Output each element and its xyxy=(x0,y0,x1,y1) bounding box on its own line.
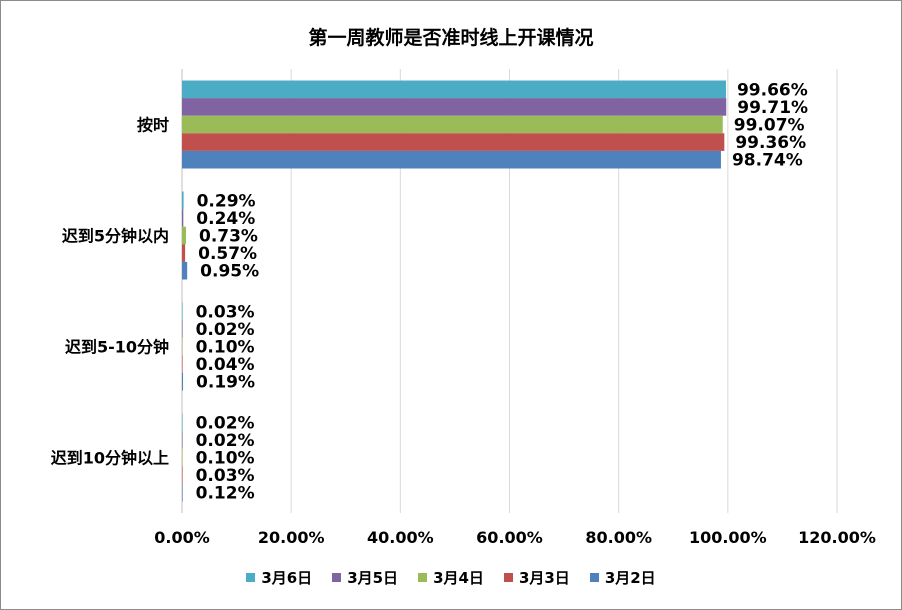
category-label: 迟到5-10分钟 xyxy=(65,338,169,357)
legend-swatch xyxy=(332,573,342,582)
legend: 3月6日 3月5日 3月4日 3月3日 3月2日 xyxy=(1,567,901,588)
data-label: 99.07% xyxy=(734,116,805,136)
bar xyxy=(182,337,183,356)
bar xyxy=(182,209,184,227)
data-label: 0.02% xyxy=(196,431,255,451)
data-label: 0.10% xyxy=(196,449,255,469)
bar xyxy=(182,261,188,280)
data-label: 0.10% xyxy=(196,338,255,358)
legend-label: 3月5日 xyxy=(347,569,399,587)
legend-item: 3月4日 xyxy=(418,567,484,588)
data-label: 0.29% xyxy=(197,191,256,211)
bar xyxy=(182,466,183,484)
bar xyxy=(182,320,183,338)
x-tick-label: 20.00% xyxy=(258,528,325,547)
bar xyxy=(182,483,183,502)
bar xyxy=(182,80,726,99)
data-label: 0.02% xyxy=(196,320,255,340)
bar xyxy=(182,431,183,449)
bar xyxy=(182,302,183,321)
data-label: 99.36% xyxy=(735,133,806,153)
bar xyxy=(182,355,183,373)
x-tick-label: 80.00% xyxy=(585,528,652,547)
data-label: 0.95% xyxy=(200,262,259,282)
bar xyxy=(182,413,183,432)
bar xyxy=(182,133,725,151)
legend-label: 3月4日 xyxy=(433,569,484,587)
category-label: 迟到10分钟以上 xyxy=(51,449,169,468)
data-label: 0.73% xyxy=(199,227,258,247)
x-tick-label: 120.00% xyxy=(798,528,876,547)
legend-label: 3月2日 xyxy=(604,569,656,587)
data-label: 99.66% xyxy=(737,80,808,100)
bar xyxy=(182,448,183,467)
data-label: 98.74% xyxy=(732,151,803,171)
legend-swatch xyxy=(418,573,428,582)
bar xyxy=(182,150,721,169)
bar xyxy=(182,226,186,245)
chart-title: 第一周教师是否准时线上开课情况 xyxy=(308,27,594,49)
legend-swatch xyxy=(589,573,599,582)
bar xyxy=(182,115,723,134)
legend-item: 3月3日 xyxy=(503,567,570,588)
data-label: 0.12% xyxy=(196,484,255,504)
data-label: 0.02% xyxy=(196,413,255,433)
category-label: 按时 xyxy=(137,116,169,135)
category-label: 迟到5分钟以内 xyxy=(62,227,169,246)
legend-item: 3月5日 xyxy=(332,567,398,588)
bar xyxy=(182,98,727,116)
x-tick-label: 100.00% xyxy=(689,528,767,547)
legend-label: 3月3日 xyxy=(518,569,570,587)
legend-item: 3月6日 xyxy=(246,567,312,588)
bar xyxy=(182,191,184,210)
data-label: 0.24% xyxy=(196,209,255,229)
bar xyxy=(182,372,184,391)
data-label: 0.57% xyxy=(198,244,257,264)
legend-item: 3月2日 xyxy=(589,567,656,588)
bar xyxy=(182,244,186,262)
legend-label: 3月6日 xyxy=(261,569,313,587)
x-tick-label: 60.00% xyxy=(476,528,543,547)
data-label: 0.19% xyxy=(196,373,255,393)
data-label: 0.04% xyxy=(196,355,255,375)
x-tick-label: 0.00% xyxy=(154,528,210,547)
data-label: 99.71% xyxy=(737,98,808,118)
data-label: 0.03% xyxy=(196,466,255,486)
data-label: 0.03% xyxy=(196,302,255,322)
x-tick-label: 40.00% xyxy=(367,528,434,547)
legend-swatch xyxy=(503,573,513,582)
legend-swatch xyxy=(246,573,256,582)
